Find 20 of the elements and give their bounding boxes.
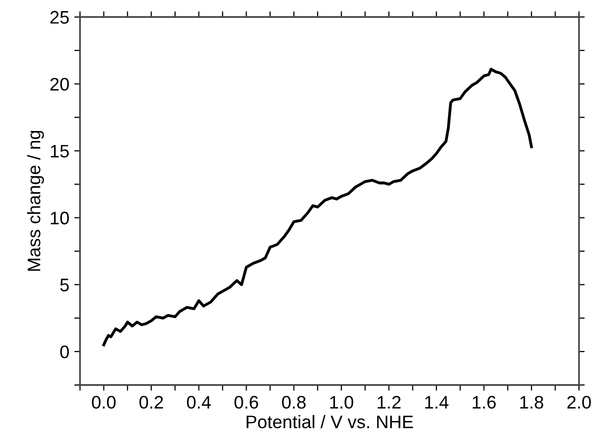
- y-tick-label: 5: [60, 278, 69, 292]
- y-axis-title: Mass change / ng: [27, 130, 44, 271]
- x-tick-label: 1.2: [378, 396, 401, 408]
- x-tick-label: 0.6: [234, 396, 258, 409]
- y-tick-label: 10: [50, 212, 69, 224]
- y-tick-label: 25: [50, 10, 69, 24]
- x-tick-label: 1.8: [520, 396, 544, 409]
- x-tick-label: 1.4: [425, 396, 448, 408]
- y-tick-label: 0: [60, 345, 69, 358]
- x-axis-title: Potential / V vs. NHE: [246, 415, 414, 428]
- y-tick-label: 20: [50, 78, 69, 91]
- x-tick-label: 0.0: [92, 396, 116, 409]
- x-tick-label: 1.6: [472, 396, 496, 409]
- x-tick-label: 0.8: [282, 396, 306, 409]
- line-series: [102, 68, 533, 346]
- y-tick-label: 15: [50, 144, 69, 158]
- x-tick-label: 2.0: [567, 396, 591, 409]
- x-tick-label: 0.2: [139, 396, 163, 409]
- x-tick-label: 0.4: [186, 396, 211, 409]
- x-tick-label: 1.0: [330, 396, 354, 409]
